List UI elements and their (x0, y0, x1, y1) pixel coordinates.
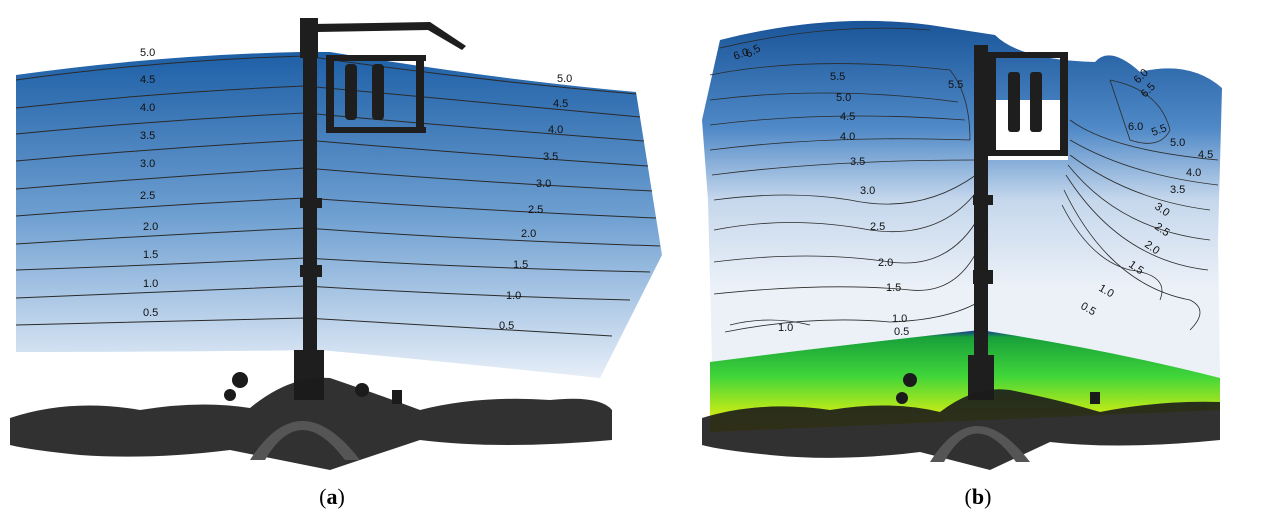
contour-label: 4.0 (140, 102, 155, 114)
contour-label: 0.5 (894, 326, 909, 338)
contour-label: 4.5 (840, 111, 855, 123)
contour-label: 1.0 (892, 313, 907, 325)
panel-b-caption: (b) (964, 484, 992, 509)
contour-label: 2.5 (528, 204, 543, 216)
contour-label: 4.0 (1186, 167, 1201, 179)
contour-label: 4.5 (1198, 149, 1213, 161)
contour-label: 6.0 (1128, 121, 1143, 133)
contour-label: 5.0 (140, 47, 155, 59)
contour-label: 3.5 (850, 156, 865, 168)
contour-label: 2.5 (870, 221, 885, 233)
contour-label: 1.0 (778, 322, 793, 334)
panel-b-figure: 6.5 6.0 5.5 5.5 5.0 4.5 4.0 3.5 3.0 2.5 … (702, 20, 1222, 470)
contour-labels-right-a: 5.0 4.5 4.0 3.5 3.0 2.5 2.0 1.5 1.0 0.5 (499, 73, 572, 332)
contour-label: 0.5 (143, 307, 158, 319)
contour-labels-left-a: 5.0 4.5 4.0 3.5 3.0 2.5 2.0 1.5 1.0 0.5 (140, 47, 158, 319)
contour-label: 1.0 (506, 290, 521, 302)
contour-label: 5.0 (557, 73, 572, 85)
panel-a-figure: 5.0 4.5 4.0 3.5 3.0 2.5 2.0 1.5 1.0 0.5 … (10, 18, 662, 470)
beach-elevation-b (710, 330, 1220, 432)
panel-a: 5.0 4.5 4.0 3.5 3.0 2.5 2.0 1.5 1.0 0.5 … (10, 18, 662, 509)
water-surface-b (702, 20, 1222, 378)
contour-label: 4.5 (140, 74, 155, 86)
contour-label: 3.0 (860, 185, 875, 197)
contour-label: 5.5 (830, 71, 845, 83)
contour-label: 5.0 (836, 92, 851, 104)
contour-label: 0.5 (499, 320, 514, 332)
pier-structure-a (294, 18, 466, 400)
contour-label: 5.5 (1150, 122, 1168, 139)
contour-label: 4.0 (548, 124, 563, 136)
contour-label: 1.0 (143, 278, 158, 290)
contour-label: 4.0 (840, 131, 855, 143)
contour-label: 2.0 (878, 257, 893, 269)
contour-label: 2.0 (521, 228, 536, 240)
contour-label: 6.0 (732, 46, 750, 63)
shore-structures-a (10, 372, 612, 470)
contour-label: 3.5 (1170, 184, 1185, 196)
shore-structures-b (702, 373, 1220, 470)
contour-label: 2.5 (140, 190, 155, 202)
contour-label: 5.0 (1170, 137, 1185, 149)
contour-label: 3.0 (536, 178, 551, 190)
contour-lines-b (709, 27, 1219, 333)
contour-label: 5.5 (948, 79, 963, 91)
contour-label: 3.5 (543, 151, 558, 163)
contour-label: 3.0 (140, 158, 155, 170)
panel-a-caption: (a) (319, 484, 345, 509)
contour-label: 4.5 (553, 98, 568, 110)
contour-label: 1.5 (886, 282, 901, 294)
contour-label: 2.0 (143, 221, 158, 233)
pier-structure-b (968, 45, 1068, 400)
panel-b: 6.5 6.0 5.5 5.5 5.0 4.5 4.0 3.5 3.0 2.5 … (690, 0, 1264, 509)
contour-label: 3.5 (140, 130, 155, 142)
water-surface-a (16, 52, 662, 378)
contour-label: 1.5 (143, 249, 158, 261)
contour-label: 1.5 (513, 259, 528, 271)
